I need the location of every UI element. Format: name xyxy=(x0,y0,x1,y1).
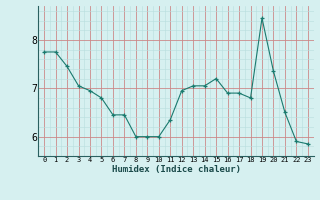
X-axis label: Humidex (Indice chaleur): Humidex (Indice chaleur) xyxy=(111,165,241,174)
